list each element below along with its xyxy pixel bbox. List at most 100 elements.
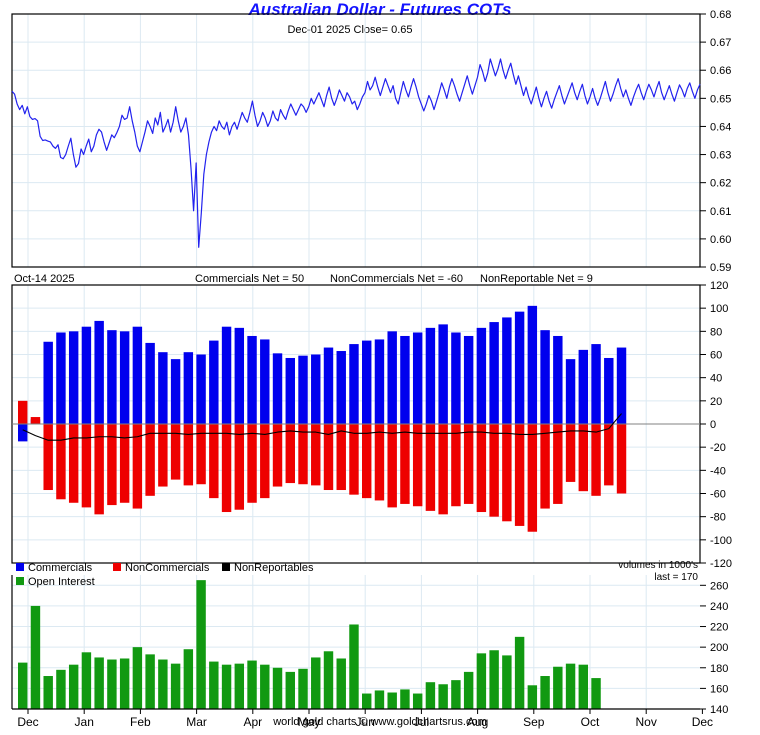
oi-bar <box>170 663 181 709</box>
cot-bar-commercials <box>285 357 295 424</box>
cot-bar-noncommercials <box>234 424 245 510</box>
month-label-jul-7: Jul <box>414 715 429 729</box>
cot-bar-commercials <box>221 326 232 424</box>
legend-label-nonreportables: NonReportables <box>234 562 314 574</box>
cot-bar-commercials <box>374 339 385 424</box>
oi-bar <box>132 647 143 709</box>
legend-swatch-commercials <box>16 563 24 571</box>
price-axis-label: 0.59 <box>710 262 731 274</box>
month-label-dec-0: Dec <box>17 715 38 729</box>
legend-swatch-nonreportables <box>222 563 230 571</box>
cot-noncommercials-net: NonCommercials Net = -60 <box>330 273 463 285</box>
cot-bar-commercials <box>234 327 245 424</box>
price-subtitle: Dec-01 2025 Close= 0.65 <box>287 24 413 36</box>
cot-axis-label: 120 <box>710 280 728 292</box>
oi-axis-label: 200 <box>710 642 728 654</box>
cot-bar-commercials <box>476 327 487 424</box>
cot-axis-label: -60 <box>710 489 726 501</box>
oi-bar <box>540 676 550 709</box>
cot-bar-commercials <box>183 352 194 424</box>
month-label-dec-12: Dec <box>692 715 713 729</box>
cot-bar-commercials <box>323 347 334 424</box>
oi-bar <box>285 671 295 709</box>
cot-bar-noncommercials <box>578 424 589 492</box>
cot-bar-commercials <box>463 335 474 424</box>
cot-bar-noncommercials <box>260 424 270 499</box>
oi-bar <box>43 676 53 709</box>
oi-bar <box>247 660 257 709</box>
oi-bar <box>311 657 321 709</box>
oi-bar <box>209 661 219 709</box>
cot-nonreportable-net: NonReportable Net = 9 <box>480 273 593 285</box>
oi-bar <box>451 680 461 709</box>
cot-bar-commercials <box>591 344 601 424</box>
cot-bar-noncommercials <box>285 424 295 484</box>
oi-bar <box>425 682 436 709</box>
oi-bar <box>323 651 334 709</box>
cot-bar-commercials <box>18 424 28 442</box>
cot-bar-commercials <box>298 355 308 424</box>
oi-bar <box>514 636 525 709</box>
oi-axis-label: 220 <box>710 622 728 634</box>
cot-bar-noncommercials <box>387 424 397 508</box>
cot-bar-commercials <box>540 330 550 424</box>
price-panel-frame <box>11 13 701 268</box>
cot-bar-noncommercials <box>604 424 614 486</box>
cot-axis-label: 40 <box>710 373 722 385</box>
cot-bar-commercials <box>387 331 397 424</box>
oi-bar <box>56 669 66 709</box>
cot-bar-noncommercials <box>298 424 308 485</box>
cot-bar-commercials <box>170 359 181 424</box>
oi-bar <box>553 666 563 709</box>
month-label-may-5: May <box>298 715 321 729</box>
cot-bar-noncommercials <box>502 424 512 522</box>
oi-bar <box>400 689 410 709</box>
oi-axis-label: 160 <box>710 683 728 695</box>
month-label-sep-9: Sep <box>523 715 545 729</box>
oi-bar <box>221 664 232 709</box>
cot-bar-noncommercials <box>18 400 28 424</box>
oi-bar <box>502 655 512 709</box>
oi-bar <box>565 663 576 709</box>
cot-bar-noncommercials <box>527 424 538 532</box>
cot-bar-noncommercials <box>68 424 79 503</box>
cot-bar-commercials <box>425 327 436 424</box>
cot-bar-commercials <box>158 352 168 424</box>
cot-bar-commercials <box>119 331 130 424</box>
oi-bar <box>591 678 601 709</box>
cot-bar-noncommercials <box>565 424 576 482</box>
oi-bar <box>412 693 423 709</box>
cot-bar-commercials <box>107 330 117 424</box>
price-axis-label: 0.63 <box>710 150 731 162</box>
cot-date-label: Oct-14 2025 <box>14 273 75 285</box>
oi-bar <box>336 658 346 709</box>
oi-bar <box>476 653 487 709</box>
oi-bar <box>119 658 130 709</box>
cot-axis-label: 60 <box>710 350 722 362</box>
legend-label-commercials: Commercials <box>28 562 93 574</box>
cot-bar-noncommercials <box>94 424 104 515</box>
legend-last-note: last = 170 <box>654 572 698 583</box>
cot-bar-noncommercials <box>158 424 168 487</box>
cot-nonreportables-line <box>22 413 622 441</box>
cot-bar-noncommercials <box>451 424 461 507</box>
legend-units-note: volumes in 1000's <box>618 560 698 571</box>
cot-bar-commercials <box>68 331 79 424</box>
cot-bar-noncommercials <box>183 424 194 486</box>
oi-bar <box>438 684 448 709</box>
cot-bar-commercials <box>311 354 321 424</box>
cot-bar-commercials <box>272 353 283 424</box>
cot-axis-label: 0 <box>710 419 716 431</box>
cot-bar-noncommercials <box>145 424 155 496</box>
cot-bar-noncommercials <box>170 424 181 480</box>
cot-commercials-net: Commercials Net = 50 <box>195 273 304 285</box>
cot-bar-noncommercials <box>400 424 410 504</box>
cot-axis-label: -120 <box>710 558 732 570</box>
cot-bar-noncommercials <box>425 424 436 511</box>
oi-bar <box>489 650 499 709</box>
oi-bar <box>349 624 359 709</box>
cot-bar-noncommercials <box>132 424 143 509</box>
cot-bar-noncommercials <box>591 424 601 496</box>
oi-bar <box>362 693 372 709</box>
cot-axis-label: 20 <box>710 396 722 408</box>
